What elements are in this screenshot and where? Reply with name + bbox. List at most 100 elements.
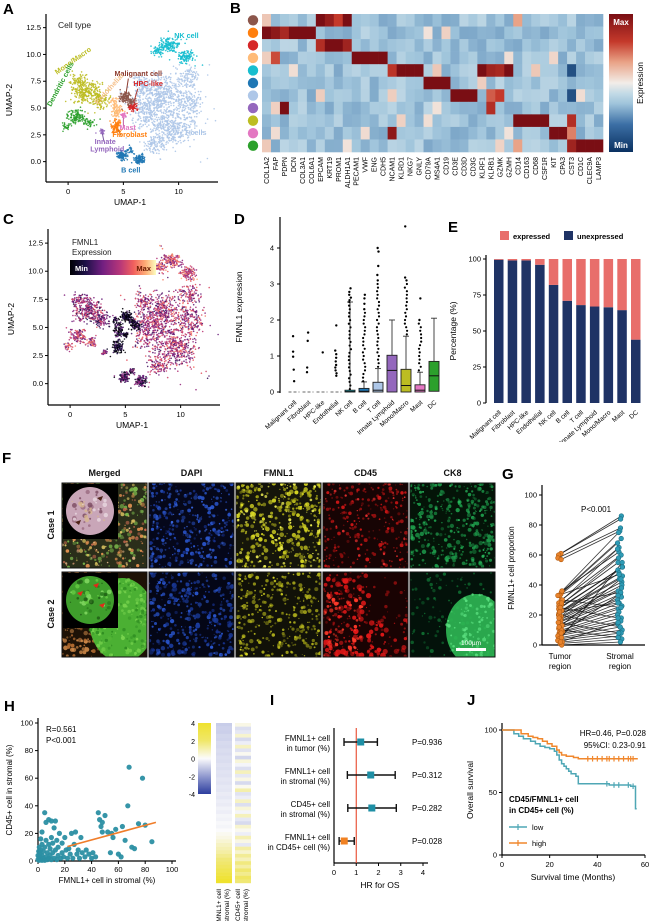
svg-text:UMAP-1: UMAP-1	[114, 197, 146, 207]
immunofluorescence-grid: 100µm	[61, 482, 496, 658]
svg-text:5.0: 5.0	[33, 323, 43, 332]
svg-text:CPA3: CPA3	[560, 157, 567, 175]
panel-d: D 0 1 2 3 4 FMNL1 expression Malignant cell Fib…	[228, 207, 440, 442]
panel-i: I 0 1 2 3 4 HR for OS FMNL1+ cell in tumor (%) P…	[260, 690, 455, 921]
svg-text:Mast: Mast	[120, 123, 137, 132]
expressed-percentage-barchart: expressed unexpressed0255075100Percentage…	[448, 231, 641, 442]
svg-text:CDH5: CDH5	[381, 157, 388, 176]
panel-h: H 0 20 40 60 80 100 0 20 40 60 80 100 FMNL1+ cell in…	[0, 690, 260, 921]
svg-text:KIT: KIT	[551, 156, 558, 168]
svg-text:Max: Max	[613, 18, 629, 27]
svg-text:PROM1: PROM1	[336, 157, 343, 182]
panel-j-letter: J	[467, 692, 476, 709]
column-header-ck8: CK8	[443, 468, 462, 478]
svg-text:ENG: ENG	[372, 157, 379, 172]
svg-text:Min: Min	[614, 141, 628, 150]
svg-text:2.5: 2.5	[33, 351, 43, 360]
svg-text:Innate: Innate	[95, 137, 116, 146]
umap-fmnl1-expression-chart: 0 5 100.02.55.07.510.012.5UMAP-1UMAP-2FMNL…	[6, 229, 220, 430]
svg-text:Endothelial: Endothelial	[93, 71, 126, 106]
svg-text:VWF: VWF	[363, 157, 370, 173]
svg-text:KLRB1: KLRB1	[488, 157, 495, 179]
panel-c: C 0 5 10 0.0 2.5 5.0 7.5 10.0 12.5 UMAP-1 UMAP-2 FM…	[0, 207, 228, 442]
svg-text:GZMH: GZMH	[506, 157, 513, 178]
column-header-dapi: DAPI	[180, 468, 203, 478]
panel-f-letter: F	[2, 450, 12, 467]
column-header-merged: Merged	[88, 468, 121, 478]
svg-text:LAMP3: LAMP3	[596, 157, 603, 180]
svg-text:Expression: Expression	[635, 62, 645, 104]
svg-text:CD3E: CD3E	[452, 157, 459, 176]
svg-text:2.5: 2.5	[31, 130, 41, 139]
svg-text:MS4A1: MS4A1	[434, 157, 441, 180]
svg-text:GNLY: GNLY	[417, 157, 424, 176]
svg-text:CLEC9A: CLEC9A	[587, 157, 594, 185]
panel-g: G 0 20 40 60 80 100 FMNL1+ cell proportion P<0.…	[500, 440, 651, 690]
svg-text:GZMK: GZMK	[497, 157, 504, 178]
svg-text:Fibroblast: Fibroblast	[112, 130, 147, 139]
svg-text:KRT19: KRT19	[327, 157, 334, 179]
svg-text:UMAP-2: UMAP-2	[6, 303, 16, 335]
svg-text:HPC-like: HPC-like	[133, 79, 163, 88]
panel-g-letter: G	[502, 466, 514, 483]
svg-text:7.5: 7.5	[33, 295, 43, 304]
svg-text:COL1A2: COL1A2	[264, 157, 271, 184]
umap-celltype-chart: 0 5 10 0.0 2.5 5.0 7.5 10.0 12.5 UMAP-1 UMAP-2 Cell…	[4, 14, 218, 207]
svg-text:CD68: CD68	[533, 157, 540, 175]
svg-text:PECAM1: PECAM1	[354, 157, 361, 186]
svg-text:Mono/Macro: Mono/Macro	[53, 44, 93, 76]
panel-i-letter: I	[270, 692, 275, 709]
svg-text:10.0: 10.0	[26, 50, 41, 59]
panel-h-letter: H	[4, 698, 15, 715]
svg-text:0: 0	[68, 410, 72, 419]
svg-text:NKG7: NKG7	[408, 157, 415, 176]
svg-text:5: 5	[123, 410, 127, 419]
panel-a-letter: A	[3, 1, 14, 18]
svg-text:EPCAM: EPCAM	[318, 157, 325, 182]
panel-c-letter: C	[3, 211, 14, 228]
svg-text:CD19: CD19	[443, 157, 450, 175]
panel-f: F Merged DAPI FMNL1 CD45 CK8 Case 1 Case…	[0, 440, 500, 690]
svg-text:10: 10	[176, 410, 184, 419]
svg-text:0.0: 0.0	[31, 157, 41, 166]
svg-text:FAP: FAP	[273, 157, 280, 171]
column-header-cd45: CD45	[353, 468, 377, 478]
svg-text:KLRD1: KLRD1	[399, 157, 406, 180]
svg-text:0: 0	[66, 187, 70, 196]
svg-text:12.5: 12.5	[26, 23, 41, 32]
svg-text:5: 5	[121, 187, 125, 196]
svg-text:B cell: B cell	[121, 165, 140, 174]
svg-text:PDPN: PDPN	[282, 157, 289, 176]
svg-text:KLRF1: KLRF1	[479, 157, 486, 179]
panel-d-letter: D	[234, 211, 245, 228]
panel-b: B COL1A2 FAP PDPN DCN COL3A1 COL6A1 EPCAM KRT19…	[222, 0, 651, 207]
column-header-fmnl1: FMNL1	[263, 468, 294, 478]
svg-text:10.0: 10.0	[28, 267, 43, 276]
svg-text:CD163: CD163	[524, 157, 531, 179]
panel-b-letter: B	[230, 0, 241, 17]
svg-text:NCAM1: NCAM1	[390, 157, 397, 182]
panel-e-letter: E	[448, 219, 459, 236]
panel-j: J 0 20 40 60 0 50 100 Survival time (Months) Ove…	[455, 690, 651, 921]
svg-text:UMAP-2: UMAP-2	[4, 84, 14, 116]
svg-text:12.5: 12.5	[28, 239, 43, 248]
svg-text:Malignant cell: Malignant cell	[115, 69, 163, 78]
svg-text:T cells: T cells	[184, 128, 206, 137]
svg-text:7.5: 7.5	[31, 77, 41, 86]
svg-text:10: 10	[174, 187, 182, 196]
svg-text:CD79A: CD79A	[426, 157, 433, 180]
svg-text:0.0: 0.0	[33, 379, 43, 388]
svg-text:CD1C: CD1C	[578, 157, 585, 176]
panel-a: A 0 5 10 0.0 2.5 5.0 7.5 10.0 12.5 UMAP-1 UMAP-2 Ce…	[0, 0, 222, 207]
svg-text:CD3G: CD3G	[470, 157, 477, 176]
svg-text:UMAP-1: UMAP-1	[116, 420, 148, 430]
svg-text:DCN: DCN	[291, 157, 298, 172]
svg-text:CD14: CD14	[515, 157, 522, 175]
svg-text:ALDH1A1: ALDH1A1	[345, 157, 352, 188]
